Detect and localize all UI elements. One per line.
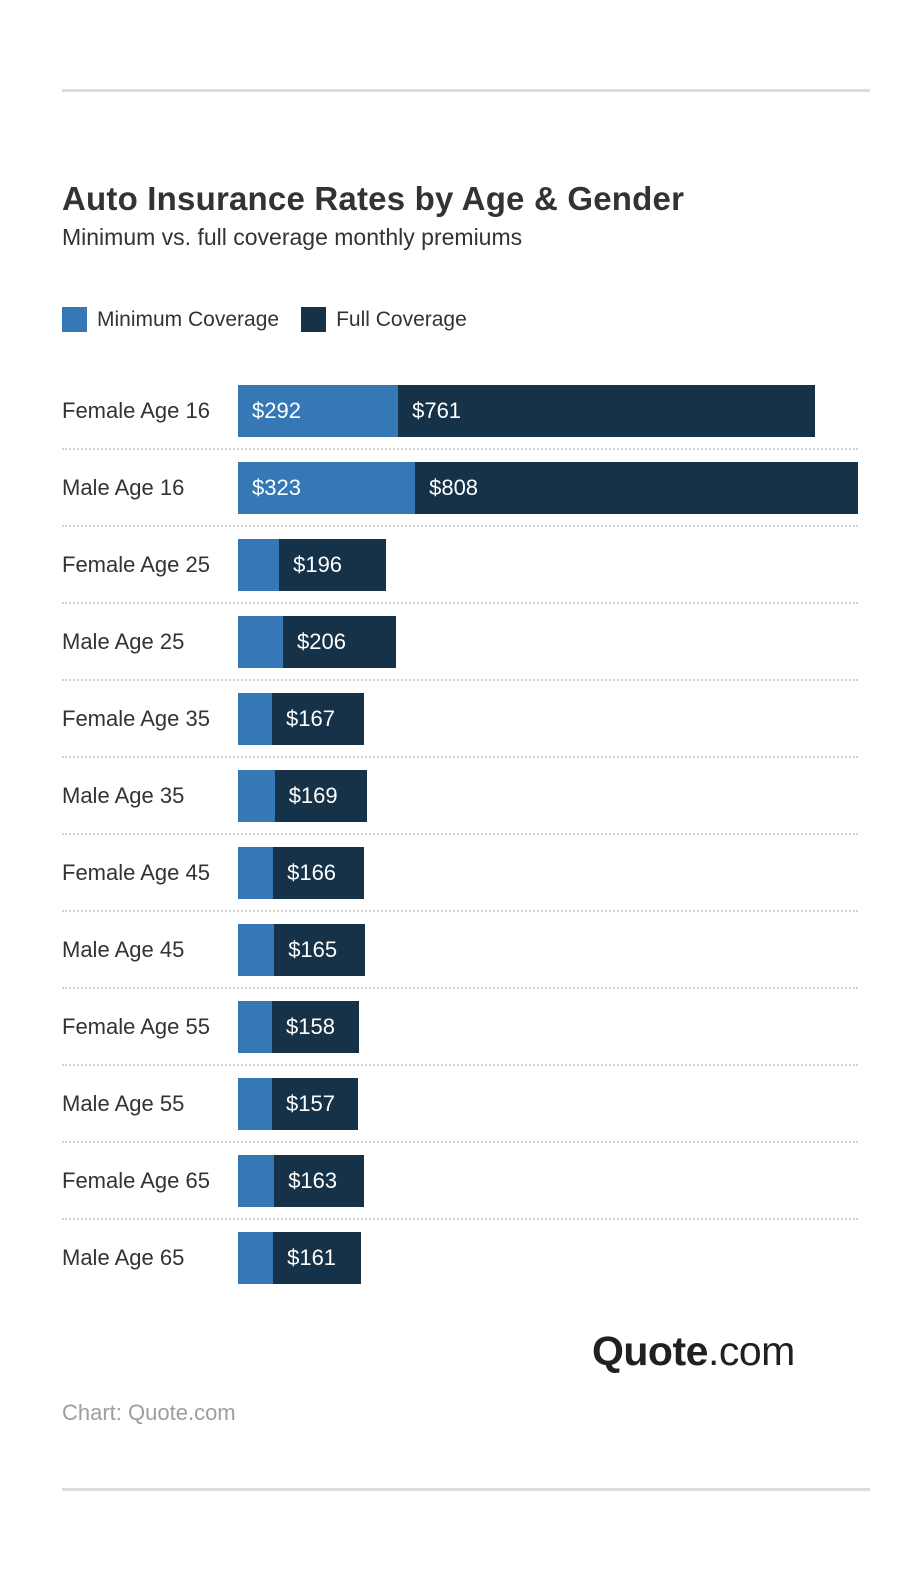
full-coverage-segment: $157 [272, 1078, 359, 1130]
stacked-bar: $292 $761 [238, 385, 816, 437]
full-coverage-segment: $161 [273, 1232, 362, 1284]
page-subtitle: Minimum vs. full coverage monthly premiu… [62, 224, 523, 250]
stacked-bar: $323 $808 [238, 462, 858, 514]
min-coverage-segment [238, 616, 283, 668]
row-label: Male Age 25 [62, 629, 185, 654]
stacked-bar: $161 [238, 1232, 362, 1284]
min-coverage-segment [238, 1001, 272, 1053]
full-coverage-segment: $169 [274, 770, 368, 822]
logo-light-text: .com [707, 1328, 795, 1374]
bar-value-label: $158 [286, 1014, 335, 1039]
min-coverage-segment: $323 [238, 462, 416, 514]
bottom-divider [62, 1488, 870, 1491]
stacked-bar: $206 [238, 616, 396, 668]
chart-row: Male Age 55 $157 [62, 1078, 858, 1143]
bar-value-label: $161 [287, 1245, 337, 1270]
page-title: Auto Insurance Rates by Age & Gender [62, 180, 685, 218]
legend-item-minimum-coverage: Minimum Coverage [62, 307, 279, 332]
chart-row: Male Age 16 $323 $808 [62, 462, 858, 527]
chart-legend: Minimum Coverage Full Coverage [62, 307, 489, 332]
chart-row: Female Age 45 $166 [62, 847, 858, 912]
chart-row: Female Age 16 $292 $761 [62, 385, 858, 450]
chart-row: Female Age 25 $196 [62, 539, 858, 604]
chart-row: Male Age 35 $169 [62, 770, 858, 835]
bar-value-label: $323 [252, 475, 301, 500]
legend-item-full-coverage: Full Coverage [301, 307, 467, 332]
bar-value-label: $169 [288, 783, 338, 808]
bar-value-label: $167 [286, 706, 335, 731]
chart-row: Female Age 55 $158 [62, 1001, 858, 1066]
bar-value-label: $166 [287, 860, 337, 885]
bar-value-label: $292 [252, 398, 301, 423]
row-label: Female Age 16 [62, 398, 210, 423]
chart-row: Female Age 35 $167 [62, 693, 858, 758]
chart-row: Male Age 45 $165 [62, 924, 858, 989]
row-label: Male Age 45 [62, 937, 185, 962]
stacked-bar: $169 [238, 770, 368, 822]
full-coverage-segment: $808 [415, 462, 858, 514]
min-coverage-segment [238, 539, 280, 591]
bar-value-label: $163 [288, 1168, 338, 1193]
legend-label: Minimum Coverage [97, 307, 280, 331]
full-coverage-swatch-icon [301, 307, 327, 332]
stacked-bar: $166 [238, 847, 365, 899]
logo-bold-text: Quote [592, 1328, 708, 1374]
bar-value-label: $761 [412, 398, 462, 423]
legend-label: Full Coverage [336, 307, 467, 331]
minimum-coverage-swatch-icon [62, 307, 87, 332]
stacked-bar: $196 [238, 539, 387, 591]
full-coverage-segment: $165 [274, 924, 365, 976]
chart-row: Male Age 65 $161 [62, 1232, 858, 1284]
row-label: Female Age 55 [62, 1014, 210, 1039]
chart-row: Male Age 25 $206 [62, 616, 858, 681]
full-coverage-segment: $163 [274, 1155, 364, 1207]
bar-value-label: $165 [288, 937, 338, 962]
row-label: Male Age 55 [62, 1091, 185, 1116]
top-divider [62, 89, 870, 92]
min-coverage-segment [238, 770, 275, 822]
full-coverage-segment: $761 [398, 385, 816, 437]
full-coverage-segment: $196 [279, 539, 387, 591]
row-label: Female Age 65 [62, 1168, 210, 1193]
row-label: Male Age 16 [62, 475, 185, 500]
quote-com-logo: Quote.com [592, 1328, 795, 1375]
row-label: Female Age 45 [62, 860, 210, 885]
stacked-bar: $167 [238, 693, 364, 745]
min-coverage-segment [238, 693, 272, 745]
min-coverage-segment [238, 1155, 275, 1207]
min-coverage-segment [238, 924, 275, 976]
min-coverage-segment: $292 [238, 385, 399, 437]
row-label: Male Age 65 [62, 1245, 185, 1270]
row-label: Female Age 25 [62, 552, 210, 577]
bar-value-label: $196 [293, 552, 343, 577]
full-coverage-segment: $167 [272, 693, 364, 745]
bar-value-label: $157 [286, 1091, 335, 1116]
stacked-bar: $163 [238, 1155, 364, 1207]
full-coverage-segment: $206 [283, 616, 396, 668]
chart-credit: Chart: Quote.com [62, 1400, 236, 1425]
full-coverage-segment: $158 [272, 1001, 359, 1053]
bar-value-label: $206 [297, 629, 346, 654]
stacked-bar: $165 [238, 924, 365, 976]
min-coverage-segment [238, 1232, 274, 1284]
full-coverage-segment: $166 [273, 847, 365, 899]
chart-row: Female Age 65 $163 [62, 1155, 858, 1220]
stacked-bar: $157 [238, 1078, 359, 1130]
min-coverage-segment [238, 1078, 272, 1130]
stacked-bar: $158 [238, 1001, 359, 1053]
min-coverage-segment [238, 847, 274, 899]
row-label: Male Age 35 [62, 783, 185, 808]
bar-chart: Female Age 16 $292 $761 Male Age 16 $323 $808… [62, 385, 858, 1284]
bar-value-label: $808 [429, 475, 479, 500]
row-label: Female Age 35 [62, 706, 210, 731]
